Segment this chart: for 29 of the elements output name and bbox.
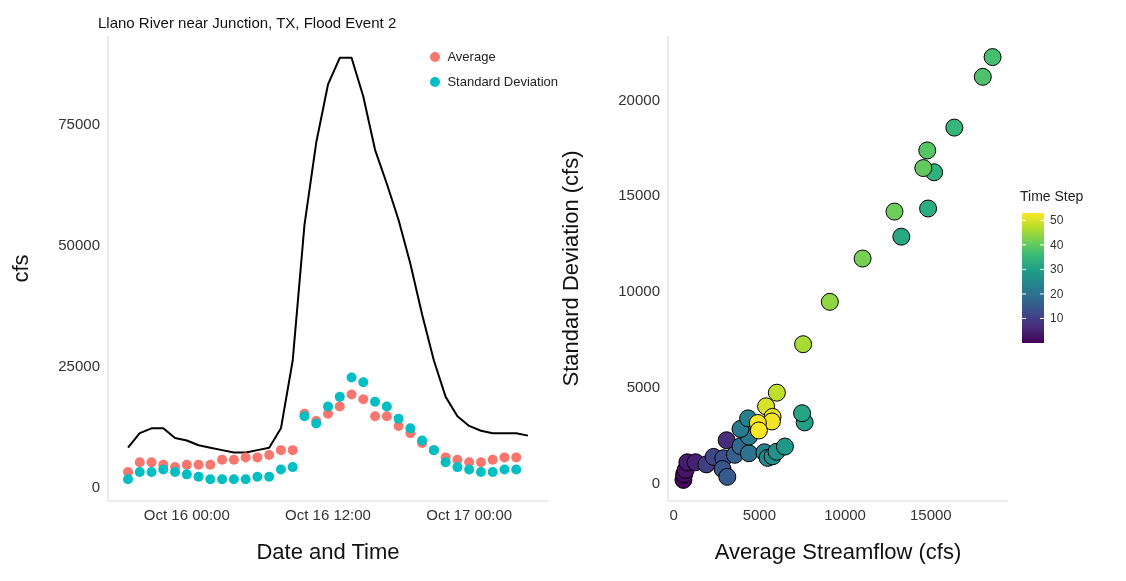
y-tick-label: 75000 (58, 114, 100, 132)
y-tick-label: 0 (91, 477, 100, 495)
color-bar-label: 40 (1050, 237, 1064, 252)
y-axis-title: cfs (7, 254, 33, 283)
x-tick-label: Oct 16 12:00 (285, 505, 371, 523)
x-tick-label: 15000 (909, 505, 952, 523)
y-tick-label: 25000 (58, 356, 100, 374)
y-tick-label: 10000 (618, 282, 660, 300)
x-tick-label: 10000 (824, 505, 866, 523)
y-axis-title: Standard Deviation (cfs) (557, 150, 583, 387)
x-axis-title: Date and Time (256, 539, 400, 564)
y-tick-label: 0 (651, 473, 660, 491)
x-tick-label: 5000 (742, 505, 777, 523)
x-tick-label: 0 (669, 505, 678, 523)
color-bar-label: 50 (1050, 213, 1064, 228)
y-tick-label: 20000 (618, 90, 660, 108)
y-tick-label: 5000 (626, 378, 660, 396)
x-tick-label: Oct 16 00:00 (143, 505, 230, 523)
color-bar-label: 20 (1050, 286, 1064, 301)
y-tick-label: 50000 (58, 235, 100, 253)
legend-label: Standard Deviation (447, 74, 558, 89)
x-axis-title: Average Streamflow (cfs) (714, 539, 962, 564)
chart-title: Llano River near Junction, TX, Flood Event 2 (98, 14, 397, 31)
x-tick-label: Oct 17 00:00 (426, 505, 513, 523)
y-tick-label: 15000 (618, 186, 660, 204)
color-bar-title: Time Step (1020, 188, 1084, 204)
color-bar-label: 30 (1050, 262, 1064, 277)
legend-label: Average (447, 49, 496, 64)
color-bar-label: 10 (1050, 311, 1064, 326)
